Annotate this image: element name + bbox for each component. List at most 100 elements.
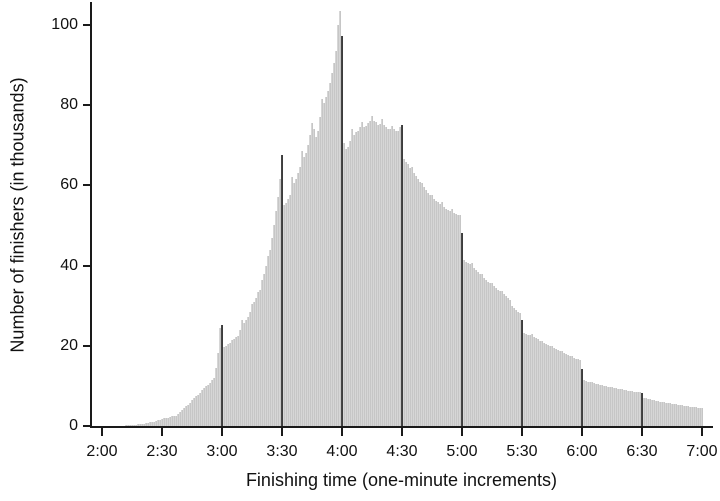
histogram-bar bbox=[695, 407, 697, 426]
histogram-bar bbox=[577, 359, 579, 426]
histogram-bar bbox=[449, 211, 451, 426]
histogram-bar bbox=[435, 201, 437, 426]
histogram-bar bbox=[201, 390, 203, 426]
histogram-bar bbox=[615, 388, 617, 426]
histogram-bar bbox=[607, 387, 609, 426]
histogram-bar-half-hour-highlight bbox=[581, 369, 583, 426]
histogram-bar bbox=[627, 391, 629, 426]
histogram-bar bbox=[675, 404, 677, 426]
histogram-bar bbox=[483, 278, 485, 426]
y-tick bbox=[83, 345, 90, 347]
y-tick-label: 100 bbox=[51, 16, 78, 33]
histogram-bar bbox=[495, 288, 497, 426]
histogram-bar bbox=[171, 416, 173, 426]
x-tick-label: 5:30 bbox=[506, 443, 538, 460]
histogram-bar bbox=[195, 396, 197, 426]
histogram-bar bbox=[473, 268, 475, 426]
histogram-bar bbox=[525, 334, 527, 426]
x-tick-label: 4:30 bbox=[386, 443, 418, 460]
histogram-bar bbox=[257, 292, 259, 426]
histogram-bar bbox=[229, 343, 231, 426]
histogram-bar bbox=[251, 304, 253, 426]
histogram-bar bbox=[207, 385, 209, 426]
histogram-bar bbox=[127, 425, 129, 426]
histogram-bar bbox=[553, 348, 555, 426]
histogram-bar bbox=[135, 425, 137, 426]
histogram-bar bbox=[225, 346, 227, 426]
histogram-bar bbox=[177, 414, 179, 426]
histogram-bar bbox=[589, 382, 591, 426]
x-tick bbox=[341, 428, 343, 436]
histogram-bar bbox=[687, 406, 689, 426]
histogram-bar bbox=[513, 308, 515, 426]
histogram-bar bbox=[531, 334, 533, 426]
histogram-bar bbox=[471, 263, 473, 426]
histogram-bar bbox=[409, 168, 411, 426]
histogram-bar bbox=[657, 401, 659, 426]
histogram-bar bbox=[649, 399, 651, 426]
histogram-bar bbox=[365, 126, 367, 426]
histogram-bar bbox=[491, 283, 493, 426]
histogram-bar bbox=[637, 392, 639, 426]
histogram-bar bbox=[371, 116, 373, 426]
histogram-bar bbox=[599, 385, 601, 426]
histogram-bar bbox=[267, 256, 269, 426]
histogram-bar bbox=[279, 179, 281, 426]
histogram-bar bbox=[431, 195, 433, 426]
histogram-bar bbox=[213, 378, 215, 426]
histogram-bar bbox=[685, 406, 687, 426]
histogram-bar bbox=[417, 179, 419, 426]
histogram-bar bbox=[593, 383, 595, 426]
histogram-bar bbox=[635, 392, 637, 426]
histogram-bar bbox=[475, 270, 477, 426]
histogram-bar-half-hour-highlight bbox=[461, 233, 463, 426]
histogram-bar-half-hour-highlight bbox=[221, 325, 223, 426]
histogram-bar bbox=[701, 408, 703, 426]
histogram-bar bbox=[505, 296, 507, 426]
histogram-bar bbox=[161, 419, 163, 426]
histogram-bar bbox=[529, 335, 531, 426]
histogram-bar bbox=[549, 346, 551, 426]
histogram-bar bbox=[545, 344, 547, 426]
histogram-bar bbox=[363, 127, 365, 426]
histogram-bar bbox=[187, 405, 189, 426]
histogram-bar bbox=[677, 405, 679, 426]
histogram-bar bbox=[519, 313, 521, 426]
x-tick-label: 7:00 bbox=[686, 443, 718, 460]
histogram-bar bbox=[223, 347, 225, 426]
histogram-bar bbox=[215, 368, 217, 426]
histogram-bar bbox=[307, 145, 309, 426]
histogram-bar bbox=[339, 11, 341, 426]
histogram-bar bbox=[651, 400, 653, 426]
histogram-bar bbox=[337, 25, 339, 426]
x-tick bbox=[521, 428, 523, 436]
histogram-bar bbox=[561, 351, 563, 426]
histogram-bar bbox=[393, 129, 395, 426]
histogram-bar bbox=[183, 408, 185, 426]
histogram-bar bbox=[297, 173, 299, 426]
histogram-bar bbox=[623, 390, 625, 426]
histogram-bar bbox=[689, 407, 691, 426]
histogram-bar bbox=[323, 103, 325, 426]
histogram-bar bbox=[379, 124, 381, 426]
histogram-bar bbox=[245, 320, 247, 426]
histogram-bar bbox=[387, 129, 389, 426]
histogram-bar bbox=[141, 424, 143, 426]
histogram-bar bbox=[261, 280, 263, 426]
histogram-bar bbox=[199, 393, 201, 426]
histogram-bar bbox=[167, 418, 169, 426]
histogram-bar bbox=[179, 412, 181, 426]
histogram-bar bbox=[419, 182, 421, 426]
histogram-bar bbox=[231, 340, 233, 426]
histogram-bar bbox=[547, 345, 549, 426]
x-tick bbox=[581, 428, 583, 436]
x-tick bbox=[221, 428, 223, 436]
histogram-bar bbox=[317, 131, 319, 426]
histogram-bar bbox=[153, 422, 155, 426]
x-tick bbox=[161, 428, 163, 436]
histogram-bar-half-hour-highlight bbox=[401, 125, 403, 426]
histogram-bar bbox=[175, 416, 177, 426]
histogram-bar bbox=[489, 283, 491, 426]
histogram-bar bbox=[611, 387, 613, 426]
histogram-bar bbox=[189, 403, 191, 426]
